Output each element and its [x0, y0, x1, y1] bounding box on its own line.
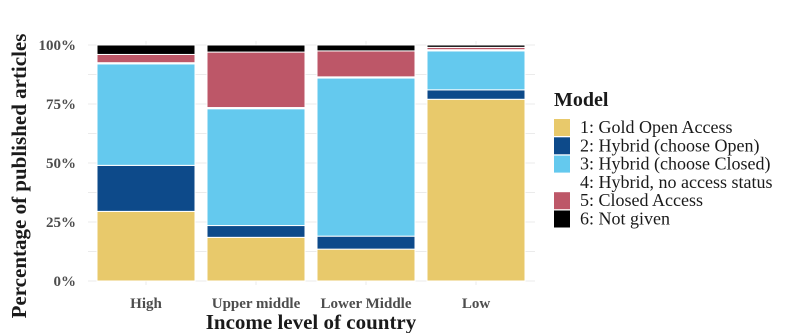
bar-segment [316, 44, 416, 52]
bar-segment [426, 44, 526, 48]
legend-title: Model [554, 89, 609, 111]
bar-segment [206, 225, 306, 238]
legend-label: 5: Closed Access [580, 190, 703, 210]
y-tick-label: 100% [39, 38, 77, 54]
bar-segment [206, 236, 306, 282]
x-tick-labels: High Upper middle Lower Middle Low [130, 296, 490, 312]
bar-segment [96, 210, 196, 282]
legend-label: 2: Hybrid (choose Open) [580, 135, 759, 156]
bar-segment [96, 164, 196, 212]
bar-segment [426, 98, 526, 282]
legend-swatch [554, 192, 570, 210]
y-tick-label: 75% [46, 97, 76, 113]
legend-label: 4: Hybrid, no access status [580, 172, 772, 192]
x-tick-label: Low [462, 296, 491, 312]
bar-segment [206, 51, 306, 109]
bar-segment [96, 63, 196, 166]
bar-segment [316, 235, 416, 250]
legend-label: 6: Not given [580, 209, 670, 229]
y-tick-label: 50% [46, 156, 76, 172]
x-axis-title: Income level of country [206, 310, 417, 333]
y-axis-title: Percentage of published articles [7, 34, 31, 319]
legend-swatch [554, 137, 570, 155]
bar-segment [426, 89, 526, 100]
y-tick-label: 25% [46, 215, 76, 231]
bar-segment [96, 44, 196, 55]
y-tick-label: 0% [54, 274, 77, 290]
bar-segment [316, 50, 416, 78]
bar-segment [96, 53, 196, 64]
bar-segment [426, 50, 526, 91]
bar-segment [206, 108, 306, 227]
legend-label: 3: Hybrid (choose Closed) [580, 154, 770, 175]
x-tick-label: Lower Middle [321, 296, 412, 312]
legend-label: 1: Gold Open Access [580, 117, 732, 137]
bar-segment [206, 44, 306, 53]
legend-swatch [554, 155, 570, 173]
bar-segment [316, 77, 416, 237]
x-tick-label: Upper middle [212, 296, 301, 312]
bars [96, 44, 526, 282]
legend-swatch [554, 210, 570, 228]
legend-swatch [554, 173, 570, 191]
x-tick-label: High [130, 296, 162, 312]
bar-segment [316, 248, 416, 282]
legend-swatch [554, 119, 570, 136]
y-tick-labels: 0% 25% 50% 75% 100% [39, 38, 77, 290]
